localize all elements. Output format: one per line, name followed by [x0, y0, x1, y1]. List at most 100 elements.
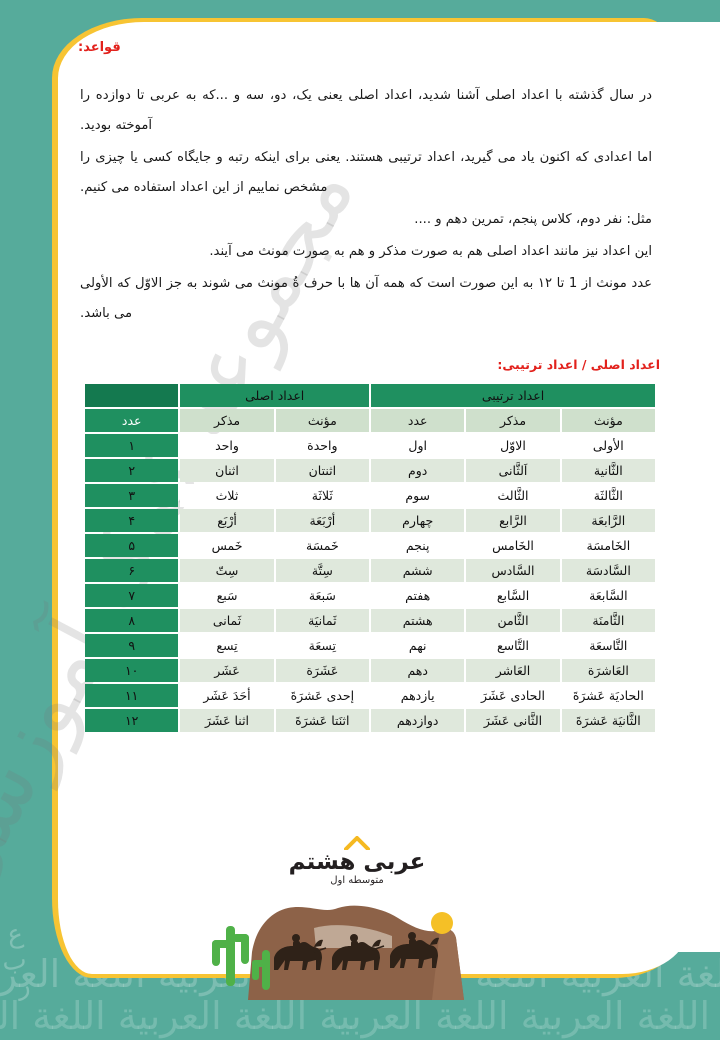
subheader-ordinal-masculine: مذکر [466, 409, 560, 432]
cell-ordinal-persian: هفتم [371, 584, 465, 607]
cell-number: ۱۱ [85, 684, 179, 707]
paragraph-1: در سال گذشته با اعداد اصلی آشنا شدید، اع… [80, 88, 652, 133]
section-label: اعداد اصلی / اعداد ترتیبی: [497, 357, 660, 372]
table-row: الثَّامنَة الثَّامن هشتم ثَمانیَة ثَمانی ۸ [85, 609, 655, 632]
cell-ordinal-persian: دوازدهم [371, 709, 465, 732]
cell-ordinal-feminine: الثَّانیة [561, 459, 655, 482]
cell-ordinal-feminine: الخَامسَة [561, 534, 655, 557]
cell-ordinal-persian: ششم [371, 559, 465, 582]
paragraph-3: مثل: نفر دوم، کلاس پنجم، تمرین دهم و ...… [414, 212, 652, 227]
cell-ordinal-persian: چهارم [371, 509, 465, 532]
cell-cardinal-feminine: سَبعَة [275, 584, 370, 607]
cell-ordinal-feminine: الرَّابعَة [561, 509, 655, 532]
cell-cardinal-masculine: واحد [180, 434, 274, 457]
table-row: الأولی الاوّل اول واحدة واحد ۱ [85, 434, 655, 457]
subheader-cardinal-feminine: مؤنث [275, 409, 370, 432]
cell-ordinal-persian: هشتم [371, 609, 465, 632]
cell-cardinal-masculine: اثنا عَشَرَ [180, 709, 274, 732]
group-header-spacer [85, 384, 179, 407]
numbers-table: اعداد ترتیبی اعداد اصلی مؤنث مذکر عدد مؤ… [83, 382, 657, 734]
cell-cardinal-feminine: ثَمانیَة [275, 609, 370, 632]
cell-ordinal-masculine: الثَّامن [466, 609, 560, 632]
cell-ordinal-persian: دهم [371, 659, 465, 682]
calligraphy-line-2: اللغة العربية اللغة العربية اللغة العربي… [0, 994, 710, 1038]
cell-number: ۲ [85, 459, 179, 482]
cell-ordinal-persian: یازدهم [371, 684, 465, 707]
subheader-ordinal-persian: عدد [371, 409, 465, 432]
cell-cardinal-feminine: أرْبَعَة [275, 509, 370, 532]
table-row: السَّابعَة السَّابع هفتم سَبعَة سَبع ۷ [85, 584, 655, 607]
cell-cardinal-masculine: أرْبَع [180, 509, 274, 532]
table-row: الثَّانیة اَلثَّانی دوم اثنتان اثنان ۲ [85, 459, 655, 482]
subheader-cardinal-masculine: مذکر [180, 409, 274, 432]
cell-ordinal-feminine: التَّاسعَة [561, 634, 655, 657]
cell-cardinal-masculine: اثنان [180, 459, 274, 482]
cell-ordinal-masculine: الرَّابع [466, 509, 560, 532]
table-row: الرَّابعَة الرَّابع چهارم أرْبَعَة أرْبَع ۴ [85, 509, 655, 532]
table-row: الثَّالثَة الثَّالث سوم ثَلاثَة ثلاث ۳ [85, 484, 655, 507]
cell-cardinal-feminine: ثَلاثَة [275, 484, 370, 507]
table-row: التَّاسعَة التَّاسع نهم تِسعَة تِسع ۹ [85, 634, 655, 657]
cell-ordinal-persian: اول [371, 434, 465, 457]
page-title: قواعد: [78, 40, 121, 55]
table-row: الخَامسَة الخَامس پنجم خَمسَة خَمس ۵ [85, 534, 655, 557]
cell-cardinal-feminine: إحدی عَشرَةَ [275, 684, 370, 707]
cell-ordinal-feminine: الثَّامنَة [561, 609, 655, 632]
cell-cardinal-feminine: خَمسَة [275, 534, 370, 557]
cell-number: ۹ [85, 634, 179, 657]
cell-cardinal-masculine: سِتّ [180, 559, 274, 582]
table-row: الثَّانیَة عَشرَةَ الثَّانی عَشَرَ دوازدهم… [85, 709, 655, 732]
table-subheader-row: مؤنث مذکر عدد مؤنث مذکر عدد [85, 409, 655, 432]
cell-ordinal-feminine: العَاشرَة [561, 659, 655, 682]
cell-number: ۱ [85, 434, 179, 457]
cell-number: ۱۰ [85, 659, 179, 682]
cell-ordinal-masculine: الخَامس [466, 534, 560, 557]
cell-ordinal-masculine: اَلثَّانی [466, 459, 560, 482]
cell-ordinal-persian: دوم [371, 459, 465, 482]
cell-number: ۴ [85, 509, 179, 532]
table-body: الأولی الاوّل اول واحدة واحد ۱ الثَّانیة اَلثَّ… [85, 434, 655, 732]
paragraph-4: این اعداد نیز مانند اعداد اصلی هم به صور… [209, 244, 652, 259]
cell-ordinal-masculine: الاوّل [466, 434, 560, 457]
cell-ordinal-masculine: الثَّالث [466, 484, 560, 507]
table-row: السَّادسَة السَّادس ششم سِتَّة سِتّ ۶ [85, 559, 655, 582]
cell-ordinal-masculine: التَّاسع [466, 634, 560, 657]
paragraph-2: اما اعدادی که اکنون یاد می گیرید، اعداد … [80, 150, 652, 195]
subheader-number: عدد [85, 409, 179, 432]
cell-cardinal-feminine: واحدة [275, 434, 370, 457]
cell-ordinal-feminine: الثَّالثَة [561, 484, 655, 507]
cell-ordinal-feminine: السَّادسَة [561, 559, 655, 582]
cell-number: ۱۲ [85, 709, 179, 732]
cell-cardinal-feminine: سِتَّة [275, 559, 370, 582]
cell-cardinal-masculine: سَبع [180, 584, 274, 607]
cell-cardinal-feminine: عَشَرَة [275, 659, 370, 682]
table-group-header-row: اعداد ترتیبی اعداد اصلی [85, 384, 655, 407]
cell-cardinal-masculine: ثَمانی [180, 609, 274, 632]
cell-ordinal-feminine: الأولی [561, 434, 655, 457]
table-row: العَاشرَة العَاشر دهم عَشَرَة عَشَر ۱۰ [85, 659, 655, 682]
cell-number: ۷ [85, 584, 179, 607]
cell-number: ۶ [85, 559, 179, 582]
cell-ordinal-masculine: السَّابع [466, 584, 560, 607]
paragraph-5: عدد مونث از 1 تا ۱۲ به این صورت است که ه… [80, 276, 652, 321]
cell-cardinal-masculine: خَمس [180, 534, 274, 557]
cell-ordinal-feminine: الثَّانیَة عَشرَةَ [561, 709, 655, 732]
cell-ordinal-feminine: السَّابعَة [561, 584, 655, 607]
cell-number: ۳ [85, 484, 179, 507]
document-content: قواعد: در سال گذشته با اعداد اصلی آشنا ش… [60, 40, 680, 940]
cell-ordinal-masculine: الثَّانی عَشَرَ [466, 709, 560, 732]
cell-cardinal-masculine: ثلاث [180, 484, 274, 507]
cell-cardinal-feminine: اثنتان [275, 459, 370, 482]
cell-ordinal-persian: پنجم [371, 534, 465, 557]
cell-ordinal-masculine: الحادی عَشَرَ [466, 684, 560, 707]
cell-ordinal-masculine: السَّادس [466, 559, 560, 582]
subheader-ordinal-feminine: مؤنث [561, 409, 655, 432]
cell-cardinal-masculine: أحَدَ عَشَر [180, 684, 274, 707]
group-header-cardinal: اعداد اصلی [180, 384, 370, 407]
table-row: الحادیَة عَشرَةَ الحادی عَشَرَ یازدهم إحدی … [85, 684, 655, 707]
cell-number: ۸ [85, 609, 179, 632]
cell-ordinal-persian: نهم [371, 634, 465, 657]
cell-number: ۵ [85, 534, 179, 557]
